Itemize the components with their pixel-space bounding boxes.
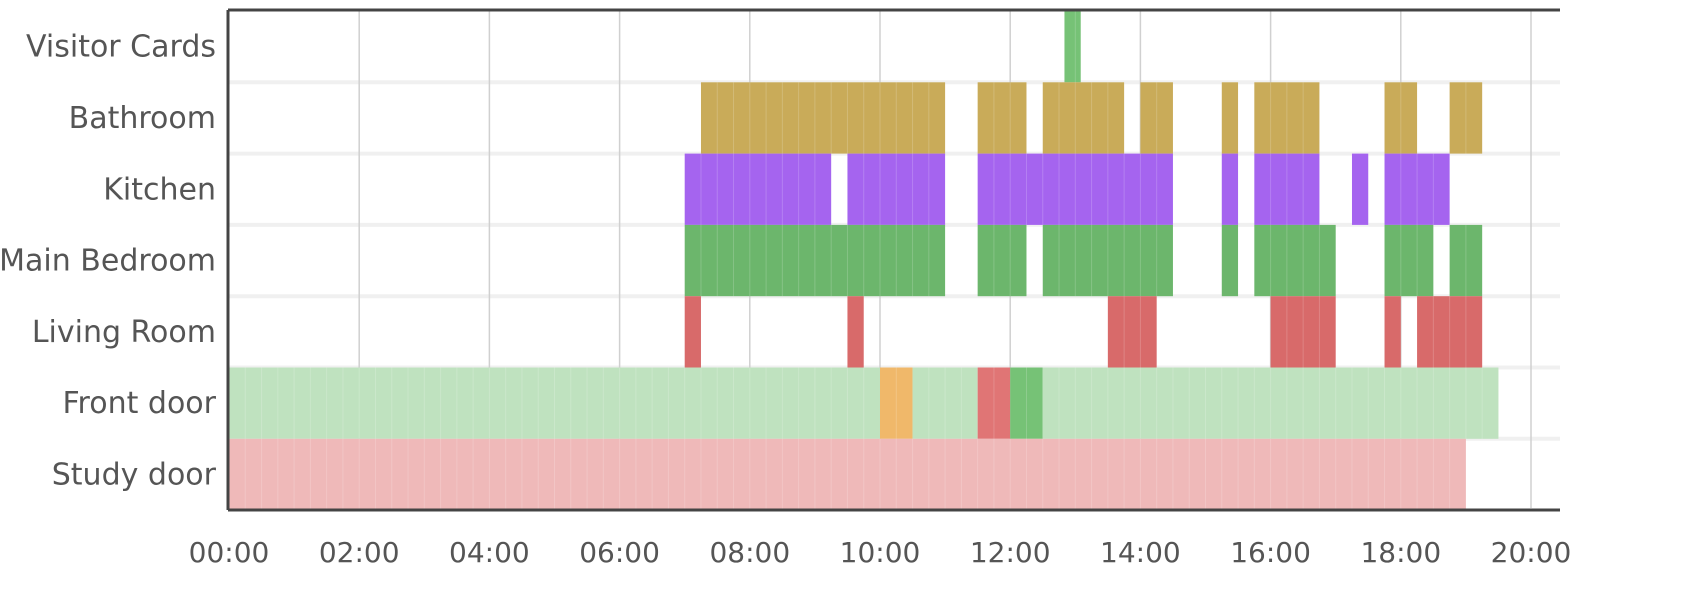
timeline-bar xyxy=(700,82,946,154)
x-tick-label: 10:00 xyxy=(840,536,921,569)
x-tick-label: 18:00 xyxy=(1360,536,1441,569)
plot-frame xyxy=(226,8,1560,512)
timeline-bar xyxy=(912,367,978,439)
x-tick-label: 14:00 xyxy=(1100,536,1181,569)
x-tick-label: 08:00 xyxy=(709,536,790,569)
x-tick-label: 06:00 xyxy=(579,536,660,569)
x-tick-label: 16:00 xyxy=(1230,536,1311,569)
timeline-bar xyxy=(684,224,946,297)
x-tick-label: 04:00 xyxy=(449,536,530,569)
timeline-bar xyxy=(977,224,1027,297)
timeline-bar xyxy=(1417,296,1483,368)
x-tick-label: 12:00 xyxy=(970,536,1051,569)
x-tick-label: 00:00 xyxy=(189,536,270,569)
timeline-bar xyxy=(1449,82,1483,154)
timeline-bar xyxy=(1384,82,1418,154)
timeline-bar xyxy=(1449,224,1483,297)
row-label: Bathroom xyxy=(69,101,216,136)
timeline-bar xyxy=(847,153,946,225)
row-label: Study door xyxy=(52,457,217,492)
row-label: Kitchen xyxy=(103,172,216,207)
timeline-bar xyxy=(1042,224,1173,297)
timeline-bar xyxy=(1221,153,1239,225)
row-labels: Visitor Cards Bathroom Kitchen Main Bedroom… xyxy=(0,30,217,493)
timeline-bar xyxy=(1221,82,1239,154)
timeline-bar xyxy=(1010,367,1043,439)
row-label: Front door xyxy=(62,386,216,421)
timeline-bar xyxy=(1384,224,1434,297)
x-tick-label: 02:00 xyxy=(319,536,400,569)
timeline-bar xyxy=(1221,224,1239,297)
row-label: Main Bedroom xyxy=(0,244,216,279)
timeline-bar xyxy=(977,153,1173,225)
timeline-bar xyxy=(229,367,880,439)
timeline-bar xyxy=(1064,11,1081,83)
timeline-bar xyxy=(1254,82,1320,154)
row-label: Living Room xyxy=(32,315,216,350)
timeline-bar xyxy=(977,367,1011,439)
x-axis-tick-labels: 00:00 02:00 04:00 06:00 08:00 10:00 12:00 14:00… xyxy=(189,536,1572,569)
timeline-bar xyxy=(1107,296,1157,368)
timeline-bar xyxy=(1254,153,1320,225)
timeline-bar xyxy=(1042,367,1499,439)
timeline-bar xyxy=(1270,296,1336,368)
timeline-bar xyxy=(1351,153,1369,225)
timeline-bar xyxy=(977,82,1027,154)
timeline-bar xyxy=(229,438,1466,511)
timeline-bar xyxy=(1042,82,1125,154)
timeline-bar xyxy=(1140,82,1173,154)
timeline-bar xyxy=(847,296,864,368)
timeline-bar xyxy=(1254,224,1336,297)
row-label: Visitor Cards xyxy=(26,30,216,65)
timeline-bar xyxy=(1384,296,1401,368)
x-tick-label: 20:00 xyxy=(1491,536,1572,569)
timeline-bar xyxy=(684,153,832,225)
timeline-bar xyxy=(1384,153,1450,225)
timeline-bar xyxy=(684,296,701,368)
timeline-bar xyxy=(880,367,913,439)
timeline-bars xyxy=(229,11,1499,511)
